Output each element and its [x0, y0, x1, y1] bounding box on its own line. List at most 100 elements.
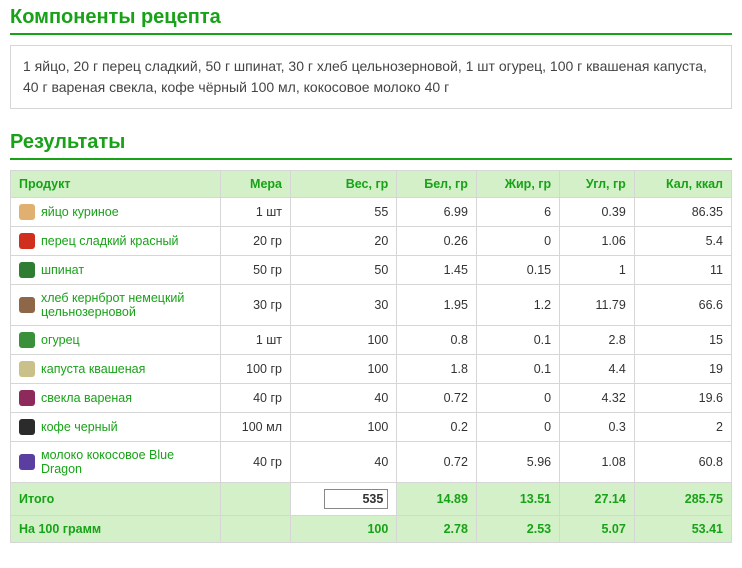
- totals-weight-input[interactable]: [324, 489, 388, 509]
- product-link[interactable]: огурец: [41, 333, 80, 347]
- cell-weight: 55: [291, 198, 397, 227]
- cell-kcal: 5.4: [634, 227, 731, 256]
- table-row: шпинат50 гр501.450.15111: [11, 256, 732, 285]
- cell-kcal: 66.6: [634, 285, 731, 326]
- cell-measure: 100 мл: [221, 413, 291, 442]
- cell-measure: 40 гр: [221, 442, 291, 483]
- product-icon: [19, 390, 35, 406]
- cell-measure: 50 гр: [221, 256, 291, 285]
- cell-fat: 0.1: [476, 326, 559, 355]
- table-row: капуста квашеная100 гр1001.80.14.419: [11, 355, 732, 384]
- product-icon: [19, 204, 35, 220]
- per100-row: На 100 грамм 100 2.78 2.53 5.07 53.41: [11, 516, 732, 543]
- cell-fat: 6: [476, 198, 559, 227]
- totals-measure: [221, 483, 291, 516]
- cell-protein: 0.26: [397, 227, 477, 256]
- section-components-title: Компоненты рецепта: [10, 6, 732, 35]
- cell-measure: 100 гр: [221, 355, 291, 384]
- cell-measure: 40 гр: [221, 384, 291, 413]
- cell-fat: 0.15: [476, 256, 559, 285]
- cell-protein: 1.95: [397, 285, 477, 326]
- cell-kcal: 15: [634, 326, 731, 355]
- cell-weight: 40: [291, 442, 397, 483]
- cell-measure: 1 шт: [221, 198, 291, 227]
- cell-carbs: 1.06: [560, 227, 635, 256]
- cell-measure: 20 гр: [221, 227, 291, 256]
- table-header-row: Продукт Мера Вес, гр Бел, гр Жир, гр Угл…: [11, 171, 732, 198]
- cell-carbs: 11.79: [560, 285, 635, 326]
- cell-fat: 5.96: [476, 442, 559, 483]
- product-link[interactable]: хлеб кернброт немецкий цельнозерновой: [41, 291, 212, 319]
- col-header-product: Продукт: [11, 171, 221, 198]
- product-icon: [19, 297, 35, 313]
- col-header-carbs: Угл, гр: [560, 171, 635, 198]
- product-link[interactable]: шпинат: [41, 263, 84, 277]
- section-results-title: Результаты: [10, 131, 732, 160]
- totals-kcal: 285.75: [634, 483, 731, 516]
- table-row: свекла вареная 40 гр400.7204.3219.6: [11, 384, 732, 413]
- cell-carbs: 2.8: [560, 326, 635, 355]
- cell-weight: 100: [291, 326, 397, 355]
- cell-measure: 1 шт: [221, 326, 291, 355]
- product-link[interactable]: яйцо куриное: [41, 205, 119, 219]
- cell-fat: 0: [476, 384, 559, 413]
- cell-protein: 1.45: [397, 256, 477, 285]
- cell-weight: 100: [291, 355, 397, 384]
- cell-protein: 0.72: [397, 384, 477, 413]
- product-link[interactable]: молоко кокосовое Blue Dragon: [41, 448, 212, 476]
- totals-label: Итого: [11, 483, 221, 516]
- cell-protein: 6.99: [397, 198, 477, 227]
- cell-weight: 100: [291, 413, 397, 442]
- cell-kcal: 86.35: [634, 198, 731, 227]
- per100-protein: 2.78: [397, 516, 477, 543]
- cell-weight: 40: [291, 384, 397, 413]
- per100-weight: 100: [291, 516, 397, 543]
- col-header-measure: Мера: [221, 171, 291, 198]
- col-header-weight: Вес, гр: [291, 171, 397, 198]
- product-link[interactable]: перец сладкий красный: [41, 234, 178, 248]
- cell-fat: 0: [476, 227, 559, 256]
- cell-carbs: 0.39: [560, 198, 635, 227]
- per100-label: На 100 грамм: [11, 516, 221, 543]
- totals-weight-cell: [291, 483, 397, 516]
- per100-carbs: 5.07: [560, 516, 635, 543]
- table-row: молоко кокосовое Blue Dragon 40 гр400.725…: [11, 442, 732, 483]
- product-link[interactable]: капуста квашеная: [41, 362, 145, 376]
- cell-protein: 1.8: [397, 355, 477, 384]
- cell-kcal: 11: [634, 256, 731, 285]
- totals-row: Итого 14.89 13.51 27.14 285.75: [11, 483, 732, 516]
- cell-protein: 0.72: [397, 442, 477, 483]
- cell-fat: 1.2: [476, 285, 559, 326]
- cell-protein: 0.8: [397, 326, 477, 355]
- product-link[interactable]: свекла вареная: [41, 391, 132, 405]
- cell-weight: 30: [291, 285, 397, 326]
- per100-kcal: 53.41: [634, 516, 731, 543]
- totals-fat: 13.51: [476, 483, 559, 516]
- product-icon: [19, 233, 35, 249]
- cell-carbs: 0.3: [560, 413, 635, 442]
- cell-weight: 50: [291, 256, 397, 285]
- table-row: яйцо куриное 1 шт556.9960.3986.35: [11, 198, 732, 227]
- table-row: огурец 1 шт1000.80.12.815: [11, 326, 732, 355]
- totals-protein: 14.89: [397, 483, 477, 516]
- cell-carbs: 1: [560, 256, 635, 285]
- cell-weight: 20: [291, 227, 397, 256]
- cell-measure: 30 гр: [221, 285, 291, 326]
- cell-carbs: 1.08: [560, 442, 635, 483]
- cell-kcal: 60.8: [634, 442, 731, 483]
- table-row: кофе черный100 мл1000.200.32: [11, 413, 732, 442]
- cell-kcal: 2: [634, 413, 731, 442]
- cell-carbs: 4.4: [560, 355, 635, 384]
- col-header-protein: Бел, гр: [397, 171, 477, 198]
- product-icon: [19, 262, 35, 278]
- col-header-kcal: Кал, ккал: [634, 171, 731, 198]
- totals-carbs: 27.14: [560, 483, 635, 516]
- per100-measure: [221, 516, 291, 543]
- product-icon: [19, 454, 35, 470]
- cell-carbs: 4.32: [560, 384, 635, 413]
- cell-fat: 0: [476, 413, 559, 442]
- cell-kcal: 19.6: [634, 384, 731, 413]
- product-link[interactable]: кофе черный: [41, 420, 118, 434]
- per100-fat: 2.53: [476, 516, 559, 543]
- col-header-fat: Жир, гр: [476, 171, 559, 198]
